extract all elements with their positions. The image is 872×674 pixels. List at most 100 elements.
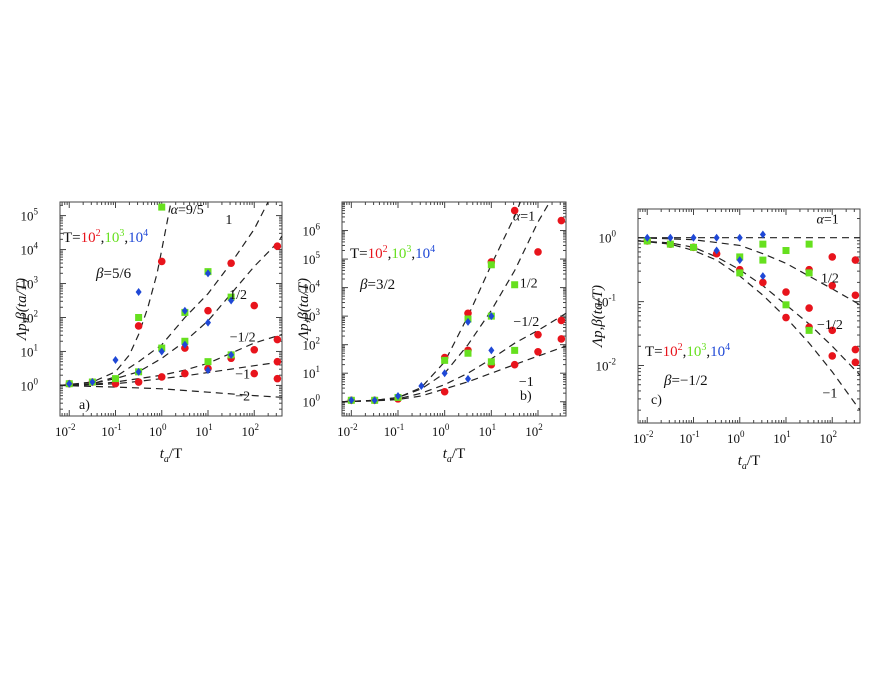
theory-curve-2 [60, 235, 282, 386]
chart-panel-0: 10-2 10-1 100 101 102 100 101 102 103 104 105 ta/T Λ… [14, 201, 283, 465]
data-point [418, 382, 425, 391]
y-tick-label: 105 [303, 250, 321, 267]
plot-area [342, 202, 566, 405]
y-tick-label: 102 [21, 308, 39, 325]
curve-label: α=1 [513, 210, 535, 225]
curve-label: −1 [235, 368, 250, 383]
x-tick-label: 100 [727, 429, 745, 446]
plot-area [60, 202, 282, 398]
data-point [181, 306, 188, 315]
y-tick-label: 102 [303, 336, 321, 353]
theory-curve-3 [342, 345, 566, 403]
data-point [736, 256, 743, 265]
data-point [112, 375, 119, 383]
legend: T=102​,103​,104​ [63, 228, 148, 246]
curve-label: −1/2 [513, 315, 539, 330]
data-point [464, 349, 472, 357]
data-point [488, 346, 495, 355]
beta-label: β=5/6 [95, 266, 132, 282]
data-point [828, 326, 837, 335]
x-tick-label: 100 [149, 422, 167, 439]
curve-label: 1/2 [520, 277, 538, 292]
data-point [805, 240, 813, 248]
y-axis-label: Λp,β(ta/T) [14, 278, 30, 342]
data-point [713, 246, 720, 255]
data-point [759, 240, 767, 248]
data-point [828, 352, 837, 360]
data-point [759, 272, 766, 281]
data-point [487, 358, 495, 366]
plot-frame [59, 201, 283, 417]
data-point [228, 350, 235, 359]
data-point [713, 233, 720, 242]
data-point [667, 233, 674, 242]
y-tick-label: 106 [303, 222, 321, 239]
data-point [273, 335, 282, 344]
data-point [157, 373, 166, 381]
data-point [371, 396, 378, 405]
data-point [250, 369, 259, 378]
data-point [487, 261, 495, 269]
y-tick-label: 100 [599, 229, 617, 246]
data-point [135, 313, 143, 321]
x-tick-label: 102 [820, 429, 838, 446]
data-point [759, 256, 767, 264]
data-point [158, 203, 166, 211]
data-point [759, 278, 767, 287]
data-point [666, 240, 674, 248]
x-tick-label: 10-2 [633, 429, 654, 446]
data-point [441, 356, 449, 364]
x-tick-label: 101 [773, 429, 791, 446]
plot-frame [341, 201, 567, 417]
x-tick-label: 100 [432, 422, 450, 439]
data-point [205, 318, 211, 327]
theory-curve-5 [60, 384, 282, 398]
y-tick-label: 100 [303, 393, 321, 410]
y-tick-label: 103 [303, 307, 321, 324]
data-point [348, 396, 355, 405]
panel-label: c) [651, 393, 662, 408]
data-point [557, 216, 566, 225]
data-point [782, 313, 790, 322]
beta-label: β=−1/2 [663, 373, 708, 389]
data-point [465, 317, 471, 326]
data-point [273, 242, 282, 250]
theory-curve-1 [60, 202, 269, 386]
data-point [557, 316, 566, 325]
curve-label: α=9/5 [171, 203, 204, 218]
data-point [557, 335, 566, 343]
data-point [181, 340, 188, 349]
data-point [158, 347, 165, 356]
data-point [759, 230, 766, 239]
data-point [782, 288, 790, 296]
data-point [510, 206, 519, 215]
data-point [644, 233, 651, 242]
data-point [805, 326, 813, 334]
data-point [112, 355, 119, 364]
legend: T=102​,103​,104​ [350, 244, 435, 262]
data-point [511, 281, 519, 289]
data-point [250, 345, 259, 354]
theory-curve-0 [342, 202, 521, 403]
data-point [782, 301, 790, 309]
y-tick-label: 105 [21, 207, 39, 224]
data-point [134, 378, 143, 386]
data-point [851, 291, 860, 300]
data-point [851, 256, 860, 264]
x-axis-label: ta/T [738, 453, 761, 472]
y-tick-label: 10-2 [596, 357, 617, 374]
x-tick-label: 101 [479, 422, 497, 439]
panel-label: b) [520, 389, 532, 404]
data-point [204, 358, 212, 366]
y-tick-label: 101 [21, 342, 39, 359]
theory-curve-2 [638, 240, 860, 376]
data-point [205, 269, 211, 278]
x-tick-label: 101 [195, 422, 213, 439]
data-point [135, 288, 142, 297]
beta-label: β=3/2 [359, 277, 395, 293]
data-point [250, 301, 259, 310]
theory-curve-1 [638, 237, 860, 306]
y-axis-label: Λp,β(ta/T) [296, 278, 312, 342]
data-point [782, 247, 790, 255]
data-point [89, 378, 96, 387]
